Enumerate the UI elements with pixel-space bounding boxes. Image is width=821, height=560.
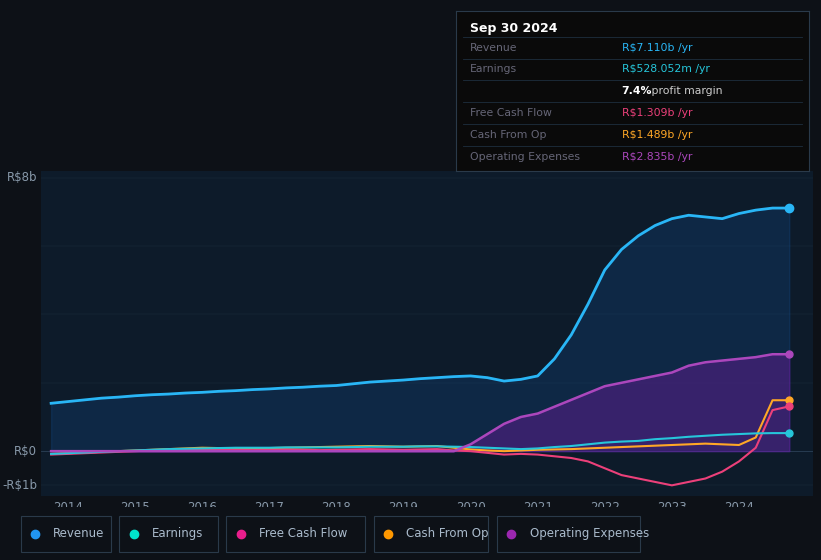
Text: R$528.052m /yr: R$528.052m /yr [621,64,709,74]
Text: Earnings: Earnings [470,64,517,74]
Text: -R$1b: -R$1b [2,479,37,492]
Bar [119,516,218,552]
Text: Operating Expenses: Operating Expenses [530,528,649,540]
Text: Cash From Op: Cash From Op [470,130,546,140]
Text: Free Cash Flow: Free Cash Flow [470,108,552,118]
Text: R$2.835b /yr: R$2.835b /yr [621,152,692,162]
Text: Earnings: Earnings [152,528,204,540]
Text: R$1.309b /yr: R$1.309b /yr [621,108,692,118]
Text: Revenue: Revenue [470,43,517,53]
Bar [374,516,488,552]
Bar [226,516,365,552]
Text: Sep 30 2024: Sep 30 2024 [470,22,557,35]
Text: R$7.110b /yr: R$7.110b /yr [621,43,692,53]
Text: 7.4%: 7.4% [621,86,652,96]
Text: Operating Expenses: Operating Expenses [470,152,580,162]
Text: R$0: R$0 [14,445,37,458]
Text: Free Cash Flow: Free Cash Flow [259,528,347,540]
Text: Cash From Op: Cash From Op [406,528,488,540]
Bar [497,516,640,552]
Text: profit margin: profit margin [648,86,722,96]
Bar [21,516,111,552]
Text: R$1.489b /yr: R$1.489b /yr [621,130,692,140]
Text: Revenue: Revenue [53,528,105,540]
Text: R$8b: R$8b [7,171,37,184]
